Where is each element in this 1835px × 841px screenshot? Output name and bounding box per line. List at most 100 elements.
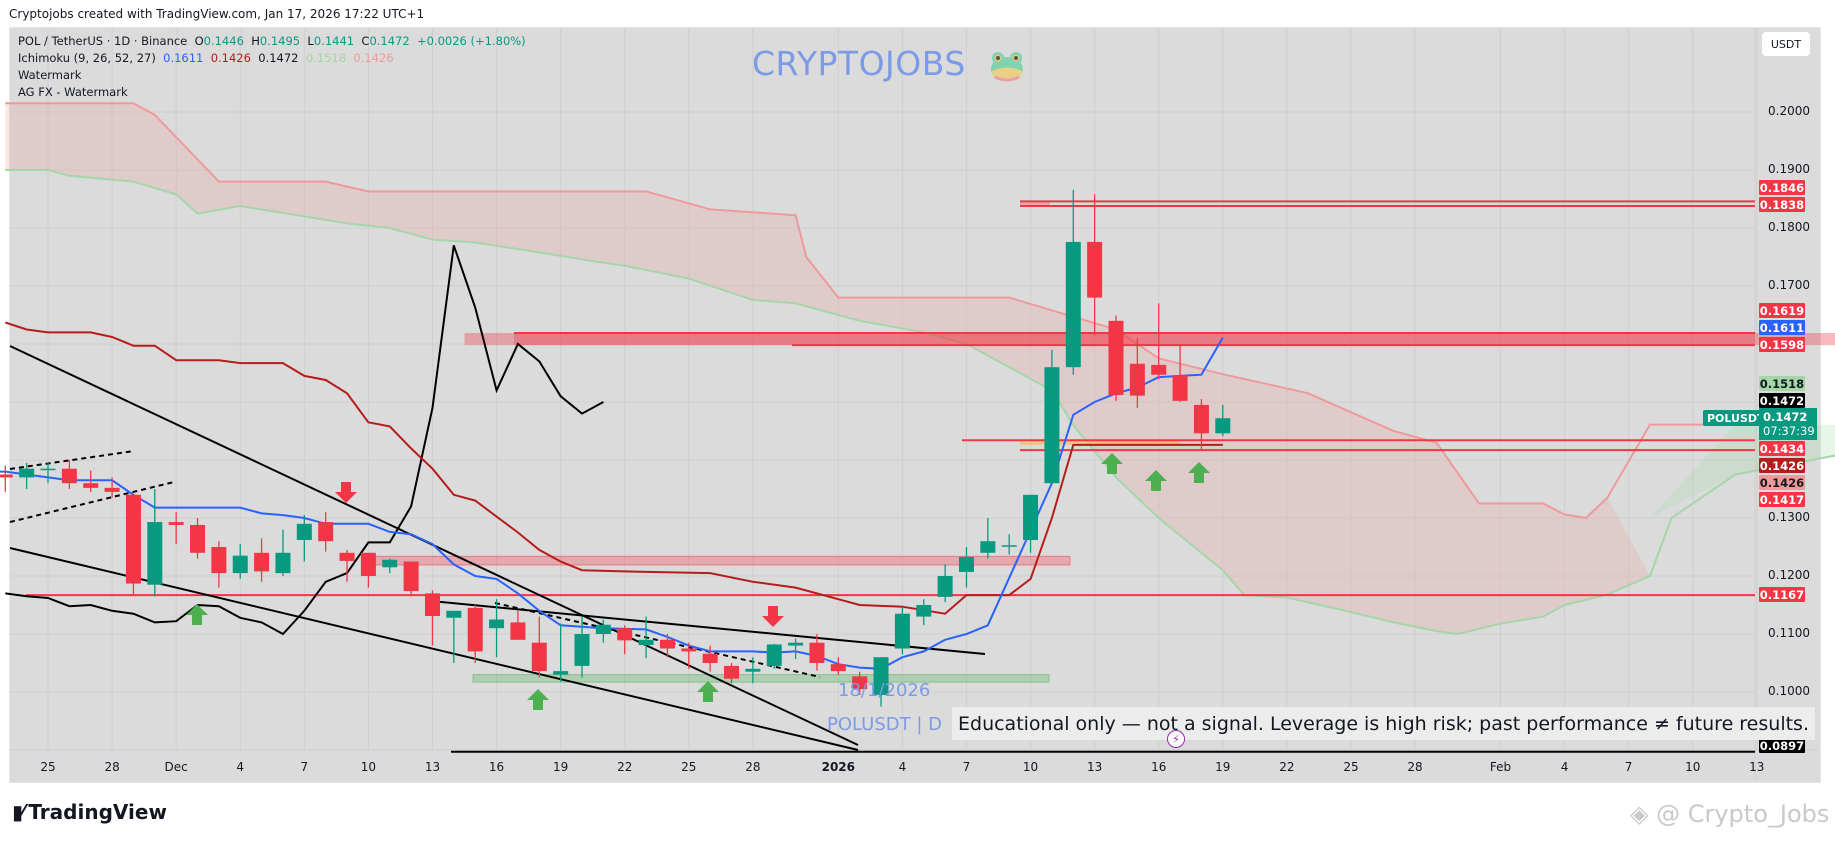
chart-frame[interactable] bbox=[9, 27, 1821, 783]
candle-body bbox=[467, 607, 483, 652]
candle-body bbox=[339, 552, 355, 561]
candle-body bbox=[894, 613, 910, 649]
date-watermark: 18/1/2026 bbox=[838, 680, 931, 701]
candle-body bbox=[1065, 241, 1081, 368]
candle-body bbox=[1151, 364, 1167, 375]
ichimoku-kijun: 0.1426 bbox=[210, 51, 251, 65]
candle-body bbox=[916, 605, 932, 617]
ichimoku-kijun-line bbox=[4, 321, 1223, 615]
candle-body bbox=[1193, 404, 1209, 434]
price-label: 0.1598 bbox=[1759, 337, 1805, 352]
price-tick: 0.1100 bbox=[1768, 626, 1810, 640]
currency-button[interactable]: USDT bbox=[1762, 32, 1810, 56]
candle-body bbox=[574, 634, 590, 666]
legend-close: 0.1472 bbox=[369, 34, 410, 48]
candle-body bbox=[489, 619, 505, 629]
time-tick: 4 bbox=[1560, 760, 1569, 774]
time-tick: 7 bbox=[962, 760, 971, 774]
candle-body bbox=[1087, 241, 1103, 298]
candle-body bbox=[553, 671, 569, 675]
candle-body bbox=[211, 547, 227, 574]
time-tick: 13 bbox=[424, 760, 441, 774]
time-tick: 28 bbox=[1407, 760, 1423, 774]
candle-body bbox=[980, 541, 996, 553]
price-label: 0.1417 bbox=[1759, 492, 1805, 507]
time-tick: 28 bbox=[745, 760, 761, 774]
candle-body bbox=[125, 494, 141, 584]
time-tick: 10 bbox=[1022, 760, 1039, 774]
legend-open: 0.1446 bbox=[203, 34, 244, 48]
frog-icon bbox=[990, 51, 1023, 81]
time-tick: 25 bbox=[40, 760, 56, 774]
orange-zone bbox=[1020, 440, 1180, 445]
candle-body bbox=[40, 468, 56, 471]
candle-body bbox=[1172, 375, 1188, 401]
ichimoku-cloud-bearish bbox=[5, 103, 1650, 635]
resistance-zone-band bbox=[514, 332, 1755, 346]
legend-high: 0.1495 bbox=[259, 34, 301, 48]
time-tick: 10 bbox=[360, 760, 377, 774]
candle-body bbox=[788, 642, 804, 646]
time-tick: 28 bbox=[104, 760, 120, 774]
support-zone bbox=[472, 674, 1050, 683]
time-tick: 22 bbox=[617, 760, 633, 774]
legend-o-label: O bbox=[194, 34, 204, 48]
candle-body bbox=[873, 657, 889, 695]
time-tick: 4 bbox=[236, 760, 245, 774]
candle-body bbox=[1023, 494, 1039, 541]
legend-c-label: C bbox=[361, 34, 370, 48]
channel-dashed-bottom bbox=[9, 481, 175, 523]
ichimoku-label: Ichimoku (9, 26, 52, 27) bbox=[18, 51, 156, 65]
legend-ichimoku-row[interactable]: Ichimoku (9, 26, 52, 27) 0.1611 0.1426 0… bbox=[18, 50, 526, 67]
candle-body bbox=[1001, 545, 1017, 547]
price-label: 0.0897 bbox=[1759, 738, 1805, 753]
price-label: 0.1611 bbox=[1759, 320, 1805, 335]
candle-body bbox=[531, 642, 547, 672]
tradingview-mark-icon: ▮⁄ bbox=[12, 800, 24, 824]
legend-symbol-row[interactable]: POL / TetherUS · 1D · Binance O0.1446 H0… bbox=[18, 33, 526, 50]
legend-low: 0.1441 bbox=[313, 34, 355, 48]
ichimoku-span-a: 0.1518 bbox=[305, 51, 347, 65]
candle-body bbox=[852, 676, 868, 690]
arrow-up-icon bbox=[1188, 462, 1210, 483]
candle-body bbox=[702, 653, 718, 663]
pair-watermark: POLUSDT | D bbox=[827, 714, 942, 735]
candle-body bbox=[83, 483, 99, 488]
tradingview-logo[interactable]: ▮⁄ TradingView bbox=[12, 800, 167, 824]
price-label: 0.1167 bbox=[1759, 587, 1805, 602]
candle-body bbox=[958, 556, 974, 572]
candle-body bbox=[275, 552, 291, 574]
time-tick: 16 bbox=[488, 760, 505, 774]
candle-body bbox=[424, 593, 440, 617]
candle-body bbox=[681, 648, 697, 652]
current-price-label: 0.1472 07:37:39 bbox=[1759, 408, 1817, 440]
candle-body bbox=[937, 576, 953, 597]
bar-countdown: 07:37:39 bbox=[1763, 424, 1815, 438]
legend-watermark-row[interactable]: Watermark bbox=[18, 68, 82, 82]
candle-body bbox=[318, 522, 334, 542]
author-credit-text: @ Crypto_Jobs bbox=[1656, 800, 1830, 828]
wedge-dashed-line bbox=[494, 602, 821, 678]
chart-legend: POL / TetherUS · 1D · Binance O0.1446 H0… bbox=[18, 33, 526, 101]
legend-change: +0.0026 (+1.80%) bbox=[417, 34, 526, 48]
price-tick: 0.1300 bbox=[1768, 510, 1810, 524]
price-tick: 0.1000 bbox=[1768, 684, 1810, 698]
price-label: 0.1619 bbox=[1759, 303, 1805, 318]
candle-body bbox=[510, 622, 526, 640]
candle-body bbox=[254, 552, 270, 572]
arrow-up-icon bbox=[527, 689, 549, 710]
time-tick: 7 bbox=[1624, 760, 1633, 774]
arrow-down-icon bbox=[335, 482, 357, 503]
price-tick: 0.1200 bbox=[1768, 568, 1810, 582]
candle-body bbox=[745, 668, 761, 672]
current-price-value: 0.1472 bbox=[1763, 410, 1808, 424]
ichimoku-span-b: 0.1426 bbox=[353, 51, 394, 65]
time-tick: 13 bbox=[1749, 760, 1765, 774]
arrow-down-icon bbox=[762, 606, 784, 627]
lightning-icon[interactable]: ⚡ bbox=[1167, 730, 1185, 748]
legend-agfx-row[interactable]: AG FX - Watermark bbox=[18, 85, 128, 99]
tradingview-wordmark: TradingView bbox=[28, 800, 167, 824]
ichimoku-span-a-line bbox=[5, 169, 1835, 636]
chart-credit: Cryptojobs created with TradingView.com,… bbox=[9, 7, 425, 21]
price-label: 0.1846 bbox=[1759, 180, 1805, 195]
